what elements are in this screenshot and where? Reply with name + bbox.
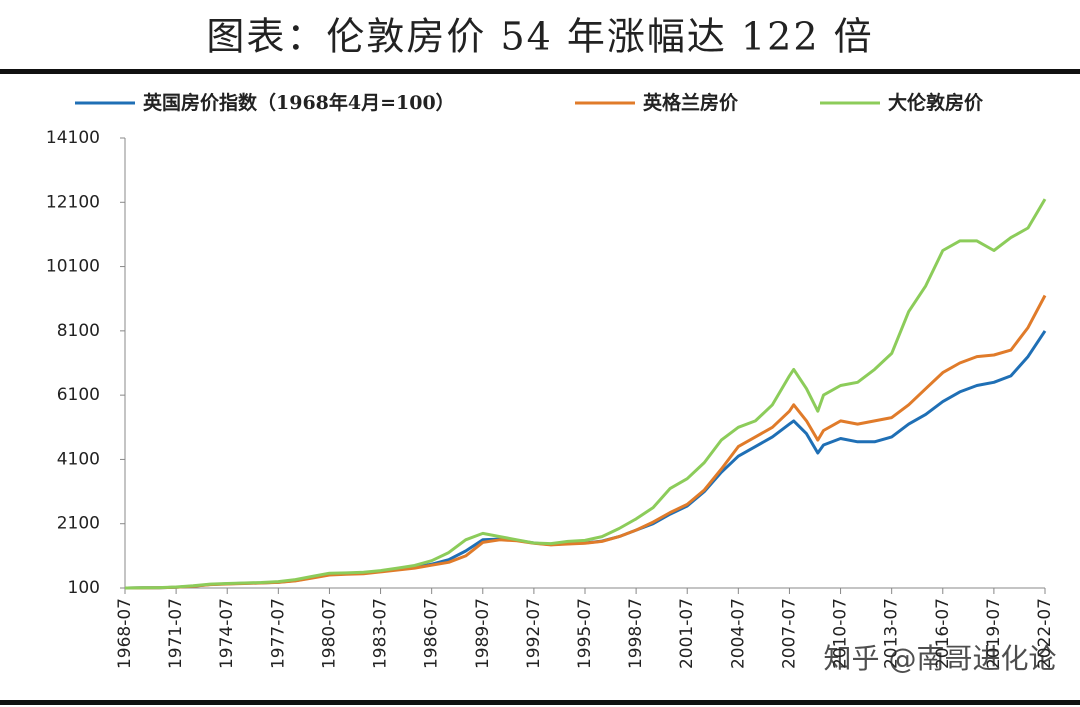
x-tick-label: 2019-07 xyxy=(984,598,1004,669)
legend-label: 英国房价指数（1968年4月=100） xyxy=(143,91,455,114)
legend-label: 大伦敦房价 xyxy=(888,91,984,114)
x-tick-label: 1995-07 xyxy=(575,598,595,669)
x-tick-label: 1977-07 xyxy=(268,598,288,669)
x-tick-label: 2022-07 xyxy=(1035,598,1055,669)
series-line xyxy=(124,294,1047,590)
x-tick-label: 1971-07 xyxy=(166,598,186,669)
y-tick-label: 4100 xyxy=(57,449,100,469)
x-tick-label: 2001-07 xyxy=(677,598,697,669)
title-rule xyxy=(0,69,1080,74)
x-tick-label: 1980-07 xyxy=(319,598,339,669)
y-tick-label: 12100 xyxy=(46,192,100,212)
x-tick-label: 1983-07 xyxy=(371,598,391,669)
x-tick-label: 1986-07 xyxy=(422,598,442,669)
x-tick-label: 2016-07 xyxy=(933,598,953,669)
watermark: 知乎 @南哥进化论 xyxy=(824,642,1057,675)
legend-label: 英格兰房价 xyxy=(643,91,739,114)
x-tick-label: 2010-07 xyxy=(831,598,851,669)
y-tick-label: 10100 xyxy=(46,257,100,277)
chart-title: 图表：伦敦房价 54 年涨幅达 122 倍 xyxy=(206,15,873,59)
x-tick-label: 1992-07 xyxy=(524,598,544,669)
series-line xyxy=(124,198,1047,590)
bottom-rule xyxy=(0,700,1080,705)
x-tick-label: 1968-07 xyxy=(115,598,135,669)
series-line xyxy=(124,330,1047,590)
x-tick-label: 2013-07 xyxy=(882,598,902,669)
x-tick-label: 2004-07 xyxy=(728,598,748,669)
y-tick-label: 8100 xyxy=(57,321,100,341)
y-tick-label: 2100 xyxy=(57,514,100,534)
x-tick-label: 2007-07 xyxy=(779,598,799,669)
y-tick-label: 100 xyxy=(68,578,100,598)
y-tick-label: 14100 xyxy=(46,128,100,148)
x-tick-label: 1974-07 xyxy=(217,598,237,669)
y-tick-label: 6100 xyxy=(57,385,100,405)
x-tick-label: 1998-07 xyxy=(626,598,646,669)
x-tick-label: 1989-07 xyxy=(473,598,493,669)
